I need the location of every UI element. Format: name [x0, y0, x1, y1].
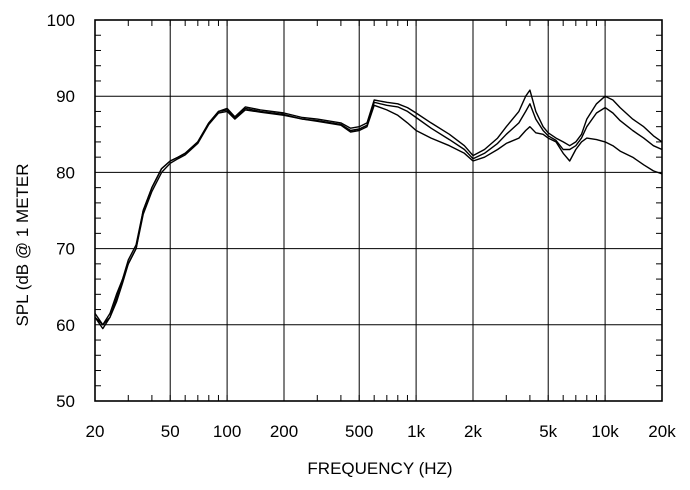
x-tick-label: 200 [270, 422, 298, 441]
series-line-3 [94, 104, 663, 330]
x-tick-label: 20 [86, 422, 105, 441]
minor-ticks [95, 20, 662, 401]
y-axis-title: SPL (dB @ 1 METER [13, 163, 32, 326]
y-tick-label: 50 [56, 392, 75, 411]
plot-frame [94, 19, 663, 402]
series-line-1 [94, 89, 663, 326]
x-tick-label: 1k [407, 422, 425, 441]
y-tick-label: 60 [56, 316, 75, 335]
x-tick-label: 2k [464, 422, 482, 441]
x-tick-label: 500 [345, 422, 373, 441]
y-tick-labels: 50 60 70 80 90 100 [47, 11, 75, 411]
series-lines [94, 89, 663, 330]
y-tick-label: 90 [56, 87, 75, 106]
x-tick-labels: 20 50 100 200 500 1k 2k 5k 10k 20k [86, 422, 677, 441]
series-line-2 [94, 101, 663, 326]
x-tick-label: 10k [591, 422, 619, 441]
x-tick-label: 50 [161, 422, 180, 441]
x-axis-title: FREQUENCY (HZ) [307, 459, 452, 478]
y-tick-label: 100 [47, 11, 75, 30]
x-tick-label: 100 [213, 422, 241, 441]
x-tick-label: 20k [648, 422, 676, 441]
y-tick-label: 80 [56, 163, 75, 182]
grid [94, 19, 663, 402]
x-tick-label: 5k [539, 422, 557, 441]
y-tick-label: 70 [56, 240, 75, 259]
